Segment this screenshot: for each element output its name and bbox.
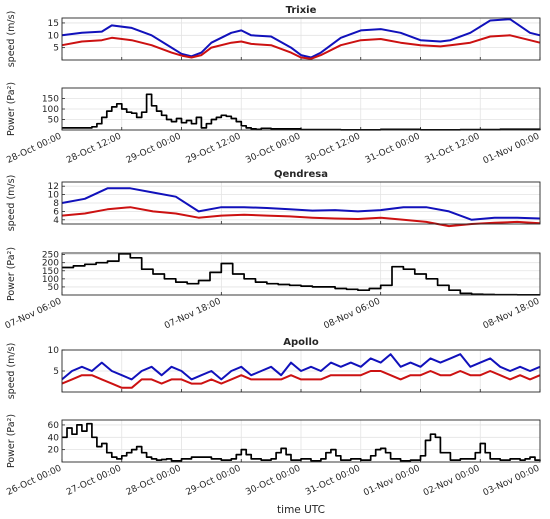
- x-tick-label: 29-Oct 00:00: [185, 464, 243, 498]
- panel-1: 5 10 15 Trixie speed (m/s): [6, 5, 541, 68]
- chart-title: Trixie: [286, 5, 317, 16]
- y-tick-label: 12: [48, 182, 59, 192]
- plot-area: [62, 253, 540, 295]
- series-line-red: [61, 206, 541, 228]
- y-tick-label: 10: [48, 31, 60, 41]
- y-tick-label: 6: [53, 207, 59, 217]
- x-tick-label: 30-Oct 00:00: [244, 464, 302, 498]
- y-axis-label: speed (m/s): [6, 343, 17, 400]
- chart-title: Qendresa: [274, 169, 328, 180]
- y-tick-label: 10: [48, 191, 60, 201]
- x-tick-label: 30-Oct 12:00: [304, 132, 362, 166]
- y-axis-label: Power (Pa²): [6, 82, 17, 136]
- series-line-black: [62, 252, 540, 296]
- y-tick-label: 250: [42, 251, 59, 261]
- x-tick-label: 02-Nov 00:00: [422, 464, 482, 499]
- x-tick-label: 28-Oct 00:00: [125, 464, 183, 498]
- chart-title: Apollo: [283, 337, 319, 348]
- series-line-red: [61, 34, 541, 60]
- y-tick-label: 10: [48, 346, 60, 356]
- series-line-blue: [61, 353, 541, 381]
- axes-frame: [61, 252, 541, 296]
- axes-frame: [61, 181, 541, 225]
- x-tick-label: 31-Oct 12:00: [424, 132, 482, 166]
- y-tick-label: 50: [48, 283, 60, 293]
- axes-frame: [61, 349, 541, 393]
- x-tick-label: 29-Oct 00:00: [125, 132, 183, 166]
- series-line-black: [62, 422, 541, 462]
- y-tick-label: 100: [42, 105, 59, 115]
- x-axis-label: time UTC: [277, 504, 325, 516]
- axes-frame: [61, 87, 541, 131]
- y-tick-label: 4: [53, 216, 59, 226]
- axes-frame: [61, 419, 541, 463]
- series-line-black: [62, 93, 541, 131]
- panel-5: 5 10 Apollo speed (m/s): [6, 337, 541, 400]
- y-tick-label: 150: [42, 267, 59, 277]
- y-tick-label: 8: [53, 199, 59, 209]
- y-tick-label: 50: [48, 116, 60, 126]
- x-tick-label: 29-Oct 12:00: [185, 132, 243, 166]
- y-tick-label: 40: [48, 433, 60, 443]
- x-tick-label: 08-Nov 06:00: [322, 297, 382, 332]
- x-tick-label: 31-Oct 00:00: [364, 132, 422, 166]
- y-tick-label: 60: [48, 421, 60, 431]
- y-axis-label: Power (Pa²): [6, 414, 17, 468]
- x-tick-label: 31-Oct 00:00: [304, 464, 362, 498]
- x-tick-label: 01-Nov 00:00: [362, 464, 422, 499]
- y-tick-label: 5: [53, 44, 59, 54]
- y-tick-label: 5: [53, 367, 59, 377]
- x-tick-label: 03-Nov 00:00: [482, 464, 542, 499]
- y-axis-label: speed (m/s): [6, 175, 17, 232]
- x-tick-label: 27-Oct 00:00: [65, 464, 123, 498]
- x-tick-label: 30-Oct 00:00: [244, 132, 302, 166]
- series-line-red: [61, 370, 541, 389]
- series-line-blue: [61, 18, 541, 59]
- y-tick-label: 15: [48, 19, 59, 29]
- x-tick-label: 01-Nov 00:00: [482, 132, 542, 167]
- y-axis-label: speed (m/s): [6, 11, 17, 68]
- x-tick-label: 28-Oct 12:00: [65, 132, 123, 166]
- y-tick-label: 20: [48, 446, 60, 456]
- axes-frame: [61, 17, 541, 61]
- y-axis-label: Power (Pa²): [6, 247, 17, 301]
- x-tick-label: 07-Nov 18:00: [163, 297, 223, 332]
- y-tick-label: 200: [42, 259, 59, 269]
- x-tick-label: 08-Nov 18:00: [482, 297, 542, 332]
- series-line-blue: [61, 187, 541, 221]
- y-tick-label: 150: [42, 95, 59, 105]
- y-tick-label: 100: [42, 275, 59, 285]
